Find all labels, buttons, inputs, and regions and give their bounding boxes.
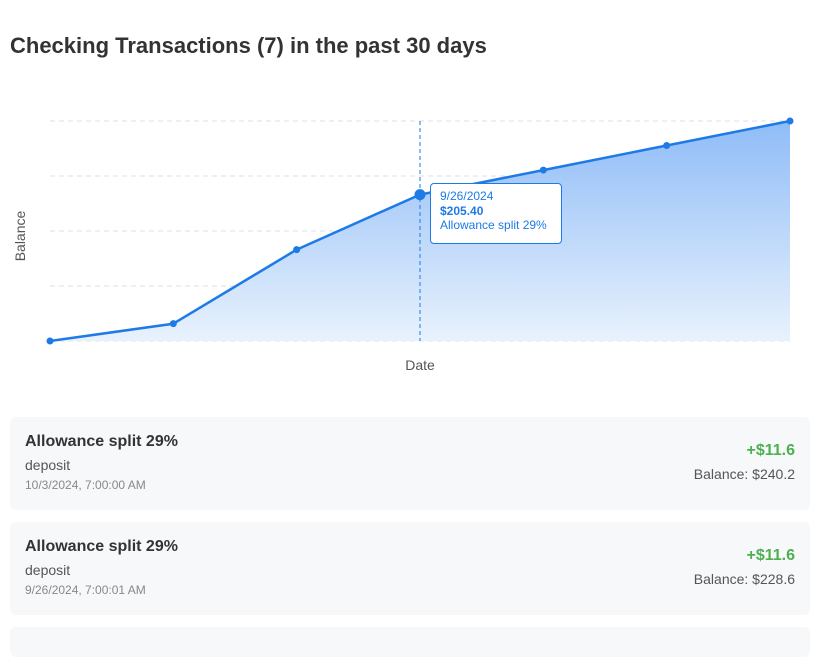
tooltip-date: 9/26/2024: [440, 189, 494, 203]
transaction-description: Allowance split 29%: [25, 538, 178, 555]
data-point-active[interactable]: [414, 189, 426, 201]
tooltip-description: Allowance split 29%: [440, 218, 547, 232]
chart-tooltip: 9/26/2024 $205.40 Allowance split 29%: [430, 183, 562, 244]
transaction-description: Allowance split 29%: [25, 433, 178, 450]
data-point[interactable]: [663, 142, 671, 150]
data-point[interactable]: [46, 337, 54, 345]
data-point[interactable]: [786, 117, 794, 125]
balance-area: [50, 121, 790, 341]
data-point[interactable]: [169, 320, 177, 328]
transaction-amount: +$11.6: [746, 547, 796, 564]
transaction-date: 9/26/2024, 7:00:01 AM: [25, 583, 146, 597]
transaction-card[interactable]: Allowance split 29% deposit 9/26/2024, 7…: [10, 522, 810, 615]
data-points: [46, 117, 794, 345]
transaction-type: deposit: [25, 457, 71, 473]
transaction-amount: +$11.6: [746, 442, 796, 459]
transaction-balance: Balance: $240.2: [693, 466, 795, 482]
page-title: Checking Transactions (7) in the past 30…: [10, 33, 487, 58]
transaction-balance: Balance: $228.6: [693, 571, 795, 587]
x-axis-label: Date: [405, 357, 435, 373]
data-point[interactable]: [539, 166, 547, 174]
transaction-card-partial[interactable]: [10, 627, 810, 657]
balance-chart: Balance Date: [12, 117, 794, 373]
transaction-date: 10/3/2024, 7:00:00 AM: [25, 478, 146, 492]
transaction-type: deposit: [25, 562, 71, 578]
data-point[interactable]: [293, 246, 301, 254]
transaction-card[interactable]: Allowance split 29% deposit 10/3/2024, 7…: [10, 417, 810, 510]
tooltip-amount: $205.40: [440, 203, 484, 218]
y-axis-label: Balance: [12, 210, 28, 261]
